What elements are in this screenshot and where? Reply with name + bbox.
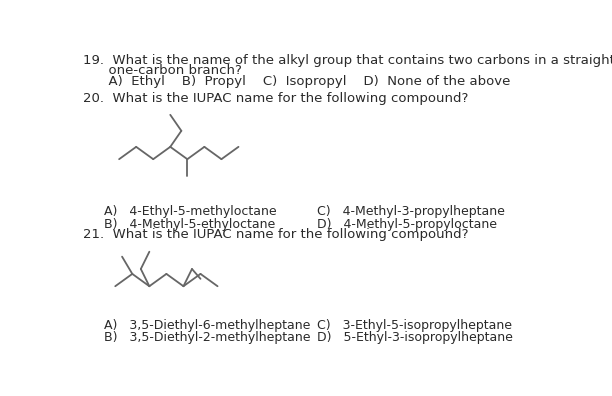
Text: 20.  What is the IUPAC name for the following compound?: 20. What is the IUPAC name for the follo… <box>83 92 468 105</box>
Text: 21.  What is the IUPAC name for the following compound?: 21. What is the IUPAC name for the follo… <box>83 228 468 242</box>
Text: A)   3,5-Diethyl-6-methylheptane: A) 3,5-Diethyl-6-methylheptane <box>105 318 311 331</box>
Text: D)   5-Ethyl-3-isopropylheptane: D) 5-Ethyl-3-isopropylheptane <box>317 331 513 344</box>
Text: D)   4-Methyl-5-propyloctane: D) 4-Methyl-5-propyloctane <box>317 218 497 231</box>
Text: C)   3-Ethyl-5-isopropylheptane: C) 3-Ethyl-5-isopropylheptane <box>317 318 512 331</box>
Text: one-carbon branch?: one-carbon branch? <box>83 65 242 78</box>
Text: 19.  What is the name of the alkyl group that contains two carbons in a straight: 19. What is the name of the alkyl group … <box>83 54 612 67</box>
Text: A)  Ethyl    B)  Propyl    C)  Isopropyl    D)  None of the above: A) Ethyl B) Propyl C) Isopropyl D) None … <box>83 75 510 88</box>
Text: B)   4-Methyl-5-ethyloctane: B) 4-Methyl-5-ethyloctane <box>105 218 275 231</box>
Text: B)   3,5-Diethyl-2-methylheptane: B) 3,5-Diethyl-2-methylheptane <box>105 331 311 344</box>
Text: A)   4-Ethyl-5-methyloctane: A) 4-Ethyl-5-methyloctane <box>105 206 277 218</box>
Text: C)   4-Methyl-3-propylheptane: C) 4-Methyl-3-propylheptane <box>317 206 505 218</box>
